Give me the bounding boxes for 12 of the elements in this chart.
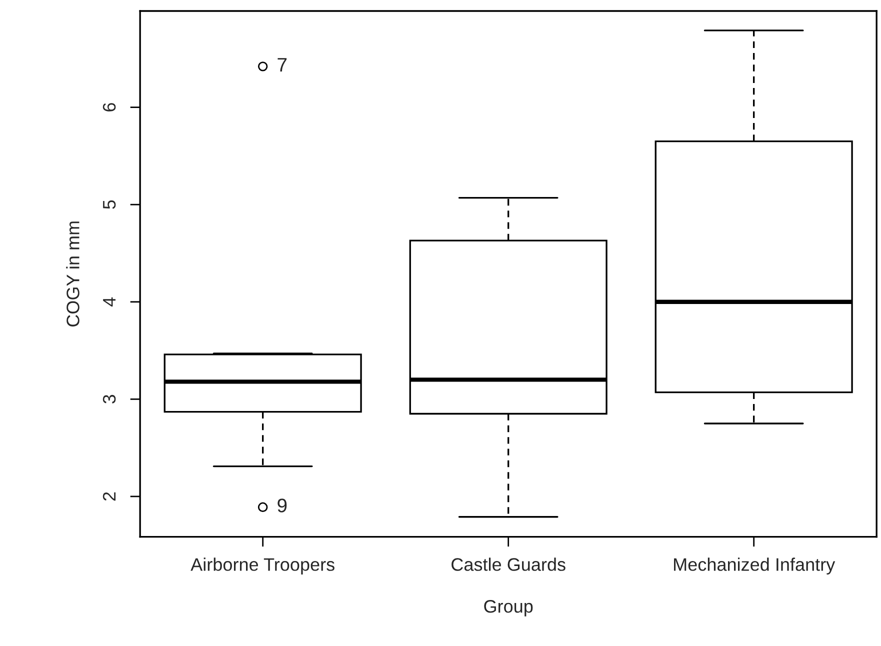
y-tick-label: 3: [102, 394, 116, 404]
x-axis-title: Group: [484, 600, 533, 616]
y-tick-label: 4: [103, 297, 116, 306]
y-tick-label: 5: [103, 200, 116, 209]
y-tick-label: 2: [102, 492, 116, 501]
annotation: 9: [278, 498, 287, 512]
x-tick-label: Mechanized Infantry: [674, 558, 836, 574]
x-tick-label: Airborne Troopers: [190, 558, 334, 574]
y-tick-label: 6: [102, 103, 116, 112]
annotation: 7: [278, 58, 287, 72]
x-tick-label: Castle Guards: [452, 558, 566, 571]
y-axis-title: COGY in mm: [66, 222, 80, 326]
